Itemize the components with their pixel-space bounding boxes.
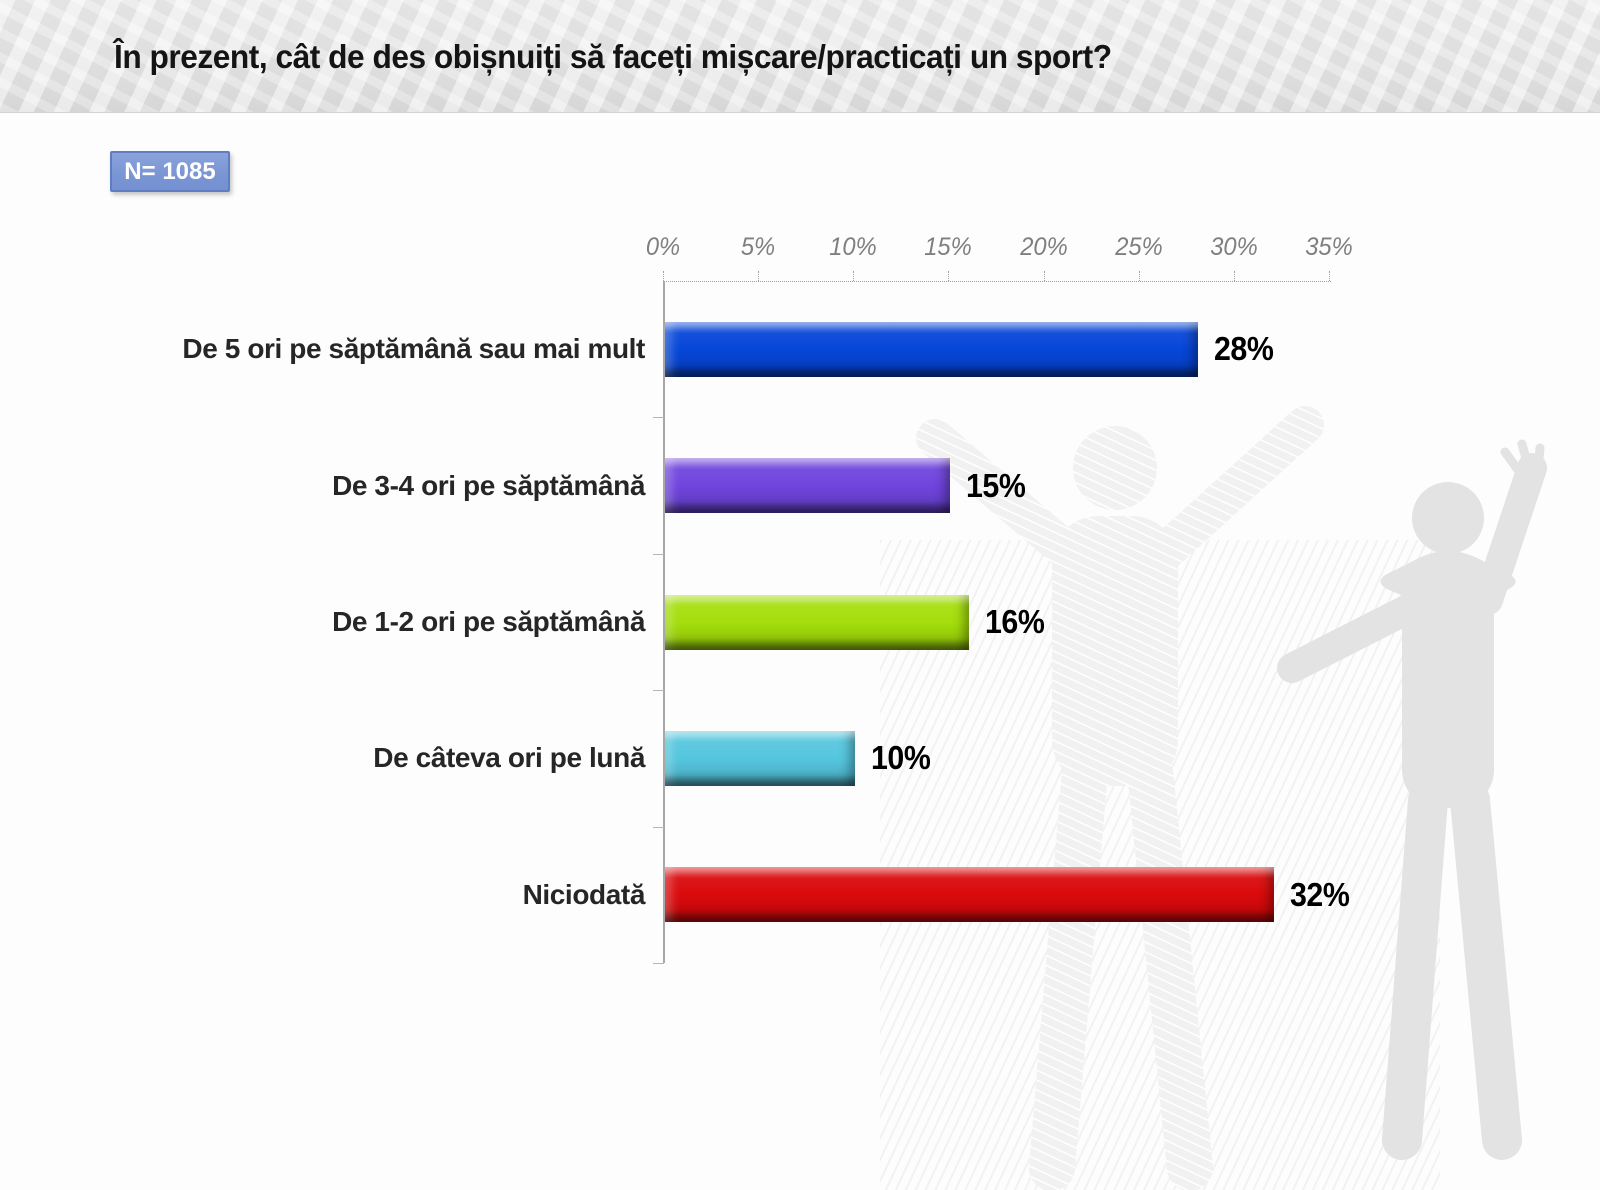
y-axis-tick: [653, 963, 664, 964]
x-axis-tick: [758, 271, 760, 281]
y-axis-tick: [653, 826, 664, 828]
x-axis-tick-label: 35%: [1305, 233, 1353, 261]
value-label: 16%: [985, 603, 1045, 640]
x-axis-tick: [1233, 271, 1235, 281]
x-axis-tick: [663, 271, 664, 281]
sample-size-badge: N= 1085: [110, 151, 230, 192]
x-axis-tick-label: 10%: [829, 233, 878, 261]
x-axis-tick: [1329, 271, 1330, 281]
x-axis-tick-label: 25%: [1114, 233, 1163, 261]
bar-5: [665, 867, 1274, 923]
category-label: De 3-4 ori pe săptămână: [332, 469, 645, 501]
y-axis-tick: [653, 553, 664, 555]
x-axis-tick-label: 0%: [645, 233, 681, 261]
value-label: 32%: [1289, 875, 1350, 913]
x-axis-tick: [853, 271, 855, 281]
x-axis-tick: [1138, 271, 1140, 281]
value-label: 10%: [871, 739, 931, 777]
value-label: 28%: [1213, 330, 1274, 368]
x-axis-tick-label: 15%: [924, 233, 973, 261]
bar-2: [665, 458, 951, 514]
category-label: Niciodată: [522, 878, 646, 910]
page-title: În prezent, cât de des obișnuiți să face…: [114, 37, 1112, 75]
header-band: În prezent, cât de des obișnuiți să face…: [0, 0, 1600, 113]
bar-3: [665, 594, 970, 650]
category-label: De câteva ori pe lună: [373, 742, 645, 774]
bar-1: [665, 321, 1198, 377]
y-axis-line: [663, 281, 665, 963]
y-axis-tick: [653, 690, 664, 692]
category-label: De 1-2 ori pe săptămână: [332, 606, 645, 637]
bar-4: [665, 730, 856, 786]
x-axis-tick: [948, 271, 950, 281]
footer: IRES INSTITUTUL ROMÂN PENTRU EVALUARE ȘI…: [0, 1070, 1600, 1190]
category-label: De 5 ori pe săptămână sau mai mult: [182, 333, 645, 365]
x-axis-tick: [1043, 271, 1045, 281]
x-axis-tick-label: 30%: [1210, 233, 1258, 261]
value-label: 15%: [966, 466, 1026, 504]
y-axis-tick: [653, 417, 664, 419]
x-axis-tick-label: 20%: [1019, 233, 1068, 261]
x-axis-tick-label: 5%: [740, 233, 776, 261]
x-axis-line: [663, 281, 1331, 282]
